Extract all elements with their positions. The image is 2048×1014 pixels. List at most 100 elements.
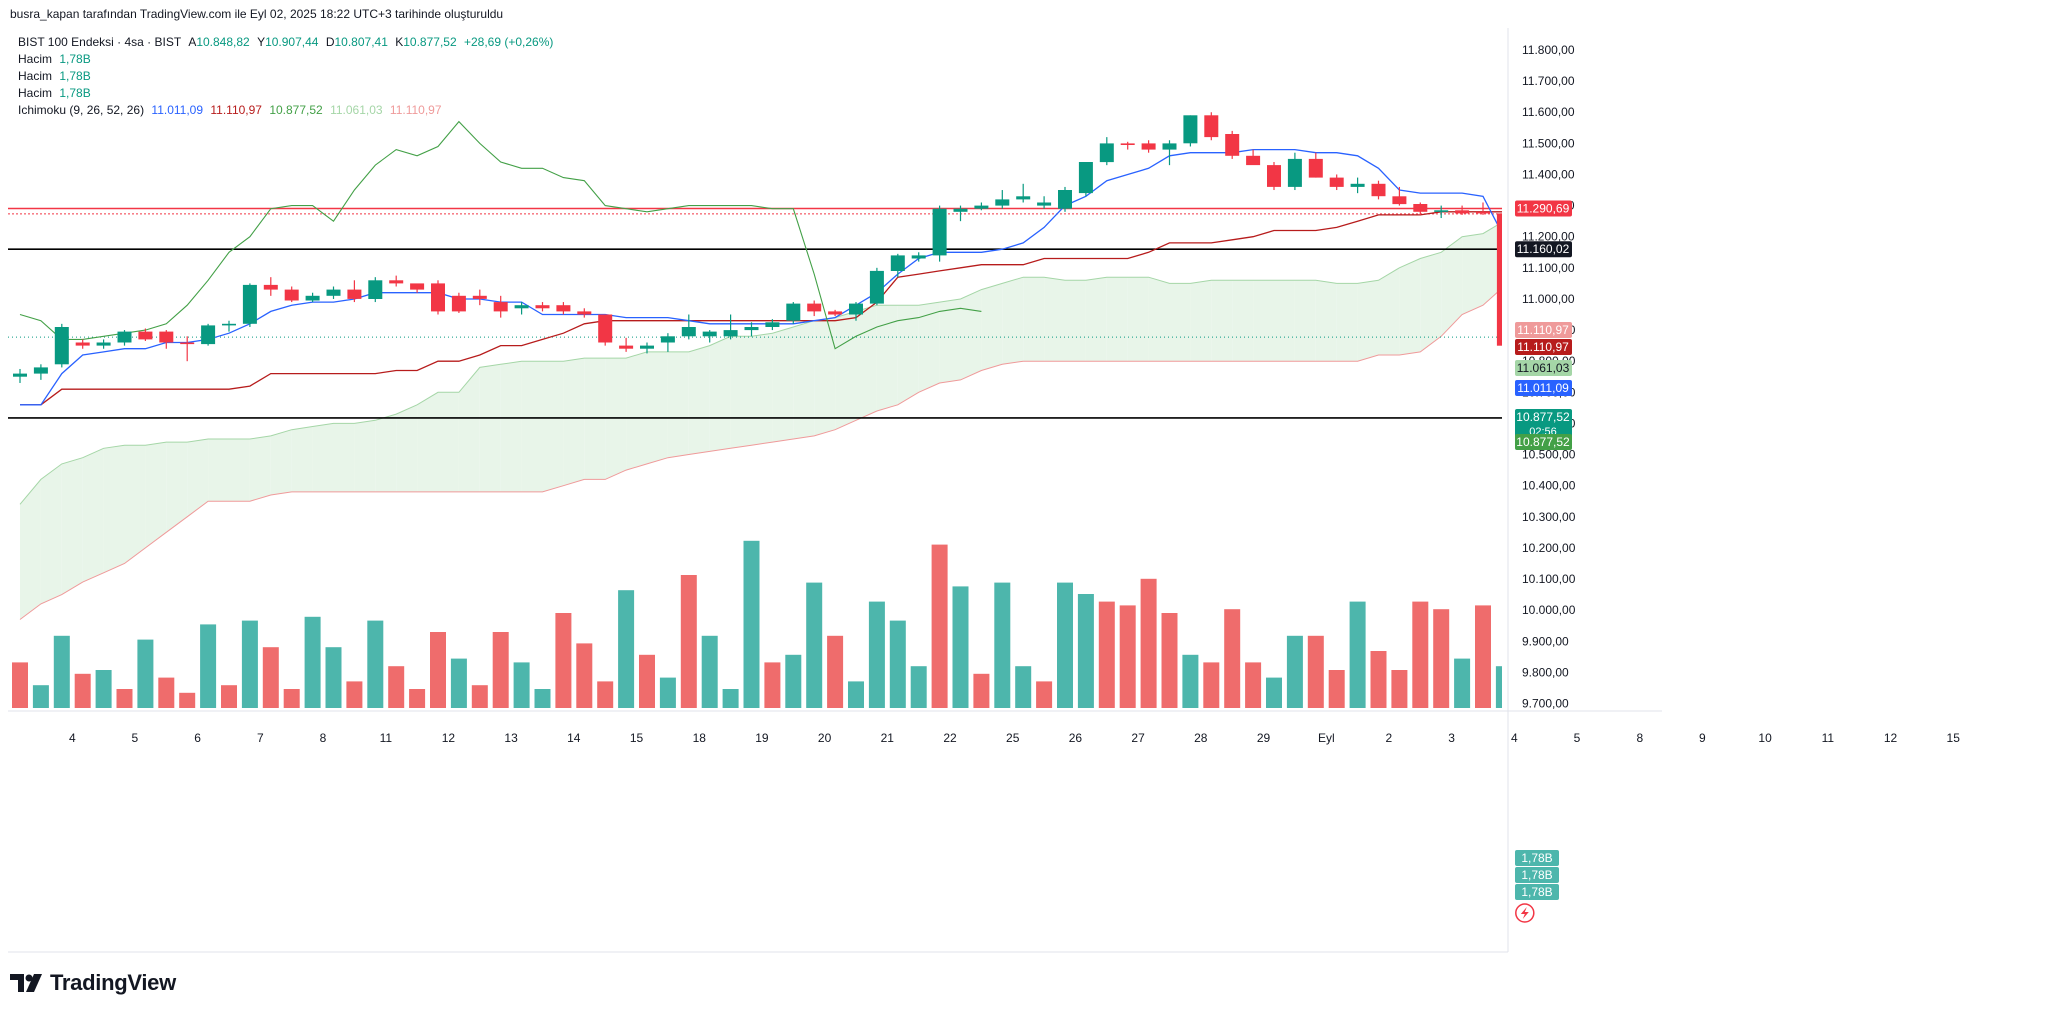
kumo-cloud-segment <box>1190 280 1212 362</box>
price-tag-label: 11.011,09 <box>1517 381 1569 395</box>
volume-label: Hacim <box>18 86 53 100</box>
kumo-cloud-segment <box>1127 277 1149 362</box>
volume-bar <box>1182 654 1199 708</box>
symbol-title[interactable]: BIST 100 Endeksi · 4sa · BIST <box>18 35 181 49</box>
candle-body <box>431 283 445 312</box>
kumo-cloud-segment <box>1336 283 1358 362</box>
candle-body <box>765 322 780 327</box>
y-tick-label: 9.900,00 <box>1522 634 1569 648</box>
volume-bar <box>367 620 384 708</box>
volume-bar <box>430 632 446 708</box>
kumo-cloud-segment <box>61 457 83 595</box>
plot-area <box>8 112 1964 708</box>
volume-bar <box>785 654 802 708</box>
volume-bar <box>1098 601 1115 708</box>
kumo-cloud-segment <box>1880 187 1901 249</box>
chart-legend: BIST 100 Endeksi · 4sa · BIST A10.848,82… <box>18 34 553 119</box>
kumo-cloud-segment <box>1671 187 1692 252</box>
volume-bar <box>137 639 154 708</box>
x-tick-label: 12 <box>442 731 456 745</box>
kumo-cloud-segment <box>20 479 41 620</box>
kumo-cloud-segment <box>1294 280 1316 362</box>
kumo-cloud-segment <box>1169 283 1191 362</box>
volume-bar <box>158 677 175 708</box>
kumo-cloud-segment <box>918 302 940 393</box>
price-tag <box>1515 434 1572 450</box>
volume-tag-label: 1,78B <box>1521 868 1552 882</box>
candle-body <box>493 302 508 312</box>
kumo-cloud-segment <box>1755 184 1776 249</box>
legend-volume-row[interactable]: Hacim 1,78B <box>18 85 553 102</box>
volume-bar <box>952 586 969 708</box>
x-tick-label: 11 <box>380 731 393 745</box>
candle-body <box>974 205 989 209</box>
y-tick-label: 11.400,00 <box>1522 168 1575 182</box>
x-tick-label: 29 <box>1257 731 1271 745</box>
open-value: 10.848,82 <box>196 35 250 49</box>
volume-label: Hacim <box>18 52 53 66</box>
candle-body <box>786 303 801 321</box>
volume-tag <box>1515 867 1559 883</box>
candle-body <box>242 284 257 324</box>
kumo-cloud-segment <box>1274 280 1295 362</box>
volume-value: 1,78B <box>59 69 91 83</box>
kumo-cloud-segment <box>270 429 292 496</box>
kumo-cloud-segment <box>438 392 459 492</box>
volume-bar <box>116 689 133 708</box>
kumo-cloud-segment <box>730 336 752 449</box>
volume-bar <box>994 582 1011 708</box>
kumo-cloud-segment <box>709 336 731 452</box>
tradingview-logo[interactable]: TradingView <box>10 970 176 996</box>
x-tick-label: 22 <box>943 731 957 745</box>
candle-body <box>305 295 320 301</box>
volume-bar <box>1036 681 1053 708</box>
x-tick-label: 28 <box>1194 731 1208 745</box>
candle-body <box>1455 210 1470 214</box>
candle-body <box>828 311 843 315</box>
volume-bar <box>764 662 781 708</box>
kumo-cloud-segment <box>856 305 877 421</box>
x-tick-label: 14 <box>567 731 581 745</box>
kumo-cloud-segment <box>1378 267 1400 355</box>
x-tick-label: 5 <box>132 731 139 745</box>
kumo-cloud-segment <box>1044 277 1065 362</box>
candle-body <box>159 331 174 343</box>
leading-span-b-line <box>19 287 1502 620</box>
candle-body <box>640 345 654 349</box>
candle-body <box>1267 165 1281 187</box>
candle-body <box>556 305 571 312</box>
x-tick-label: 15 <box>1947 731 1961 745</box>
kumo-cloud-segment <box>814 317 836 436</box>
kumo-cloud-segment <box>1253 280 1274 362</box>
candle-body <box>577 311 592 315</box>
volume-bar <box>513 662 530 708</box>
candle-body <box>932 208 947 256</box>
kumo-cloud-segment <box>1817 187 1838 249</box>
kumo-cloud-segment <box>40 463 62 604</box>
candle-body <box>619 345 634 349</box>
candle-body <box>1078 162 1093 194</box>
y-tick-label: 10.400,00 <box>1522 479 1576 493</box>
kumo-cloud-segment <box>1713 184 1734 249</box>
kumo-cloud-segment <box>1943 187 1964 249</box>
kumo-cloud-segment <box>688 345 710 455</box>
legend-volume-row[interactable]: Hacim 1,78B <box>18 51 553 68</box>
volume-bar <box>262 647 279 708</box>
kumo-cloud-segment <box>166 442 188 533</box>
price-tag-label: 11.110,97 <box>1517 340 1569 354</box>
candle-body <box>1162 143 1177 150</box>
candle-body <box>1183 115 1198 144</box>
candle-body <box>263 284 278 290</box>
legend-ohlc-row[interactable]: BIST 100 Endeksi · 4sa · BIST A10.848,82… <box>18 34 553 51</box>
x-tick-label: 2 <box>1386 731 1393 745</box>
volume-bar <box>409 689 426 708</box>
kumo-cloud-segment <box>1922 190 1943 249</box>
legend-ichimoku-row[interactable]: Ichimoku (9, 26, 52, 26) 11.011,09 11.11… <box>18 102 553 119</box>
legend-volume-row[interactable]: Hacim 1,78B <box>18 68 553 85</box>
volume-bar <box>1286 635 1303 708</box>
x-tick-label: 27 <box>1131 731 1145 745</box>
candle-body <box>1371 183 1386 197</box>
kumo-cloud-segment <box>1023 277 1045 362</box>
kumo-cloud-segment <box>981 283 1003 371</box>
